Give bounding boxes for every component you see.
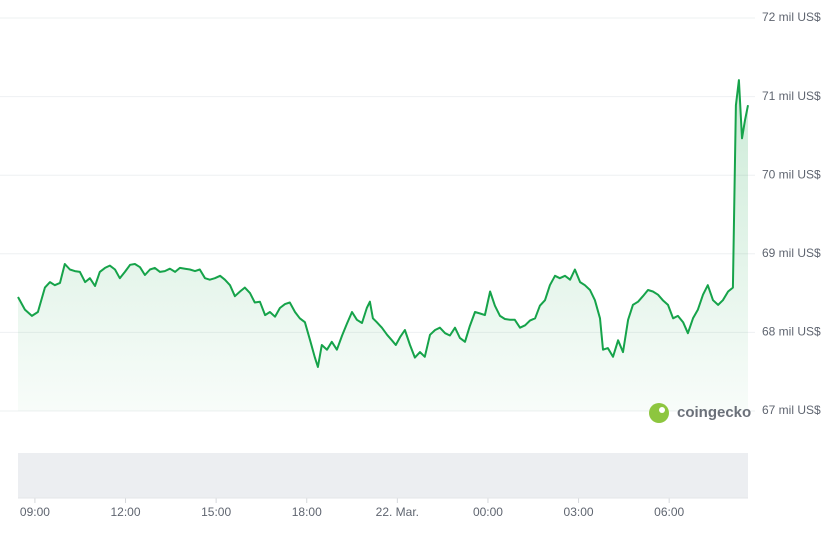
plot-layer [17,79,749,411]
x-tick-label: 09:00 [20,505,50,519]
logo-icon [649,403,669,423]
logo-eye [659,407,665,413]
price-area [18,80,748,411]
y-tick-label: 69 mil US$ [762,246,821,260]
x-tick-label: 00:00 [473,505,503,519]
x-tick-label: 03:00 [564,505,594,519]
x-tick-label: 12:00 [111,505,141,519]
y-tick-label: 71 mil US$ [762,89,821,103]
watermark: coingecko [649,403,751,423]
x-tick-label: 06:00 [654,505,684,519]
y-tick-label: 72 mil US$ [762,10,821,24]
y-tick-label: 70 mil US$ [762,167,821,181]
y-tick-label: 67 mil US$ [762,403,821,417]
x-tick-label: 18:00 [292,505,322,519]
volume-band [18,453,748,498]
grid-layer [0,17,755,503]
x-tick-label: 22. Mar. [376,505,419,519]
price-line [17,79,749,368]
y-tick-label: 68 mil US$ [762,325,821,339]
x-tick-label: 15:00 [201,505,231,519]
logo-text: coingecko [677,404,751,421]
